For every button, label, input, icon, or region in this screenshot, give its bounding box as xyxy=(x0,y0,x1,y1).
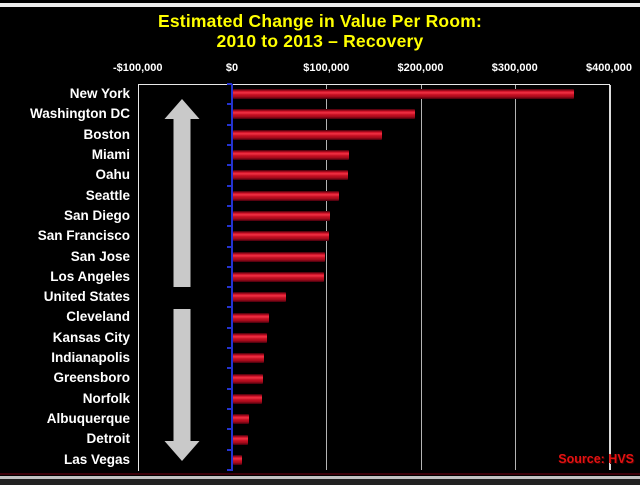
up-arrow-icon xyxy=(164,99,200,287)
category-label: Washington DC xyxy=(30,106,130,122)
axis-tick-mark xyxy=(227,265,232,268)
axis-tick-mark xyxy=(227,408,232,411)
chart-title: Estimated Change in Value Per Room: 2010… xyxy=(0,11,640,51)
bar xyxy=(233,454,242,465)
bar xyxy=(233,272,324,282)
bar xyxy=(233,211,330,222)
category-label: Kansas City xyxy=(52,329,130,345)
source-note: Source: HVS xyxy=(558,452,634,466)
bar xyxy=(233,231,329,242)
x-axis-tick-label: -$100,000 xyxy=(112,62,163,74)
category-label: San Jose xyxy=(70,248,130,264)
category-label: New York xyxy=(69,86,130,101)
axis-tick-mark xyxy=(227,469,232,471)
x-axis-tick-label: $300,000 xyxy=(491,62,538,74)
category-label: San Francisco xyxy=(37,228,130,244)
axis-tick-mark xyxy=(227,367,232,370)
axis-tick-mark xyxy=(227,306,232,309)
chart-title-line1: Estimated Change in Value Per Room: xyxy=(157,11,483,31)
axis-tick-mark xyxy=(227,164,232,167)
chart-title-line2: 2010 to 2013 – Recovery xyxy=(216,31,424,51)
bar xyxy=(233,129,382,140)
zero-axis-line xyxy=(231,84,233,471)
x-axis-tick-label: $200,000 xyxy=(397,62,444,74)
category-label: Las Vegas xyxy=(63,451,130,467)
gridline xyxy=(609,85,611,470)
category-label: Albuquerque xyxy=(46,411,130,427)
category-label: Boston xyxy=(83,126,131,142)
category-label: Seattle xyxy=(85,187,130,203)
bar xyxy=(233,414,249,425)
axis-tick-mark xyxy=(227,83,232,85)
plot-border-top xyxy=(138,84,610,85)
category-label: Detroit xyxy=(86,431,131,447)
bottom-strip xyxy=(0,479,640,485)
axis-tick-mark xyxy=(227,428,232,431)
axis-tick-mark xyxy=(227,387,232,390)
axis-tick-mark xyxy=(227,123,232,126)
category-label: Oahu xyxy=(95,167,130,183)
category-label: Cleveland xyxy=(66,309,130,325)
gridline xyxy=(515,85,516,470)
bar xyxy=(233,434,248,445)
bar xyxy=(233,251,325,262)
bar xyxy=(233,393,262,404)
gridline xyxy=(421,85,422,470)
bottom-accent-line xyxy=(0,473,640,475)
bar xyxy=(233,373,263,384)
axis-tick-mark xyxy=(227,347,232,350)
axis-tick-mark xyxy=(227,143,232,146)
category-label: Indianapolis xyxy=(51,350,130,366)
bar xyxy=(233,312,269,323)
bar xyxy=(233,332,267,343)
bar xyxy=(233,353,264,364)
bottom-rule xyxy=(0,476,640,479)
bar xyxy=(233,89,574,100)
bar xyxy=(233,190,339,201)
axis-tick-mark xyxy=(227,204,232,207)
category-label: Greensboro xyxy=(53,370,130,386)
gridline xyxy=(326,85,327,470)
bar xyxy=(233,150,349,161)
x-axis-tick-label: $0 xyxy=(225,62,239,74)
top-border-strip xyxy=(0,3,640,7)
bar xyxy=(233,292,286,303)
x-axis-tick-label: $400,000 xyxy=(586,62,632,74)
axis-tick-mark xyxy=(227,448,232,451)
axis-tick-mark xyxy=(227,184,232,187)
category-label: Norfolk xyxy=(82,390,130,406)
down-arrow-icon xyxy=(164,309,200,461)
category-label: San Diego xyxy=(63,207,130,223)
axis-tick-mark xyxy=(227,103,232,106)
axis-tick-mark xyxy=(227,286,232,289)
bar xyxy=(233,170,348,181)
category-label: United States xyxy=(43,289,130,305)
bar xyxy=(233,109,415,120)
x-axis-tick-label: $100,000 xyxy=(303,62,350,74)
axis-tick-mark xyxy=(227,326,232,329)
axis-tick-mark xyxy=(227,245,232,248)
category-label: Miami xyxy=(91,146,130,162)
axis-tick-mark xyxy=(227,225,232,228)
category-label: Los Angeles xyxy=(50,268,130,284)
plot-border-left xyxy=(138,84,139,471)
